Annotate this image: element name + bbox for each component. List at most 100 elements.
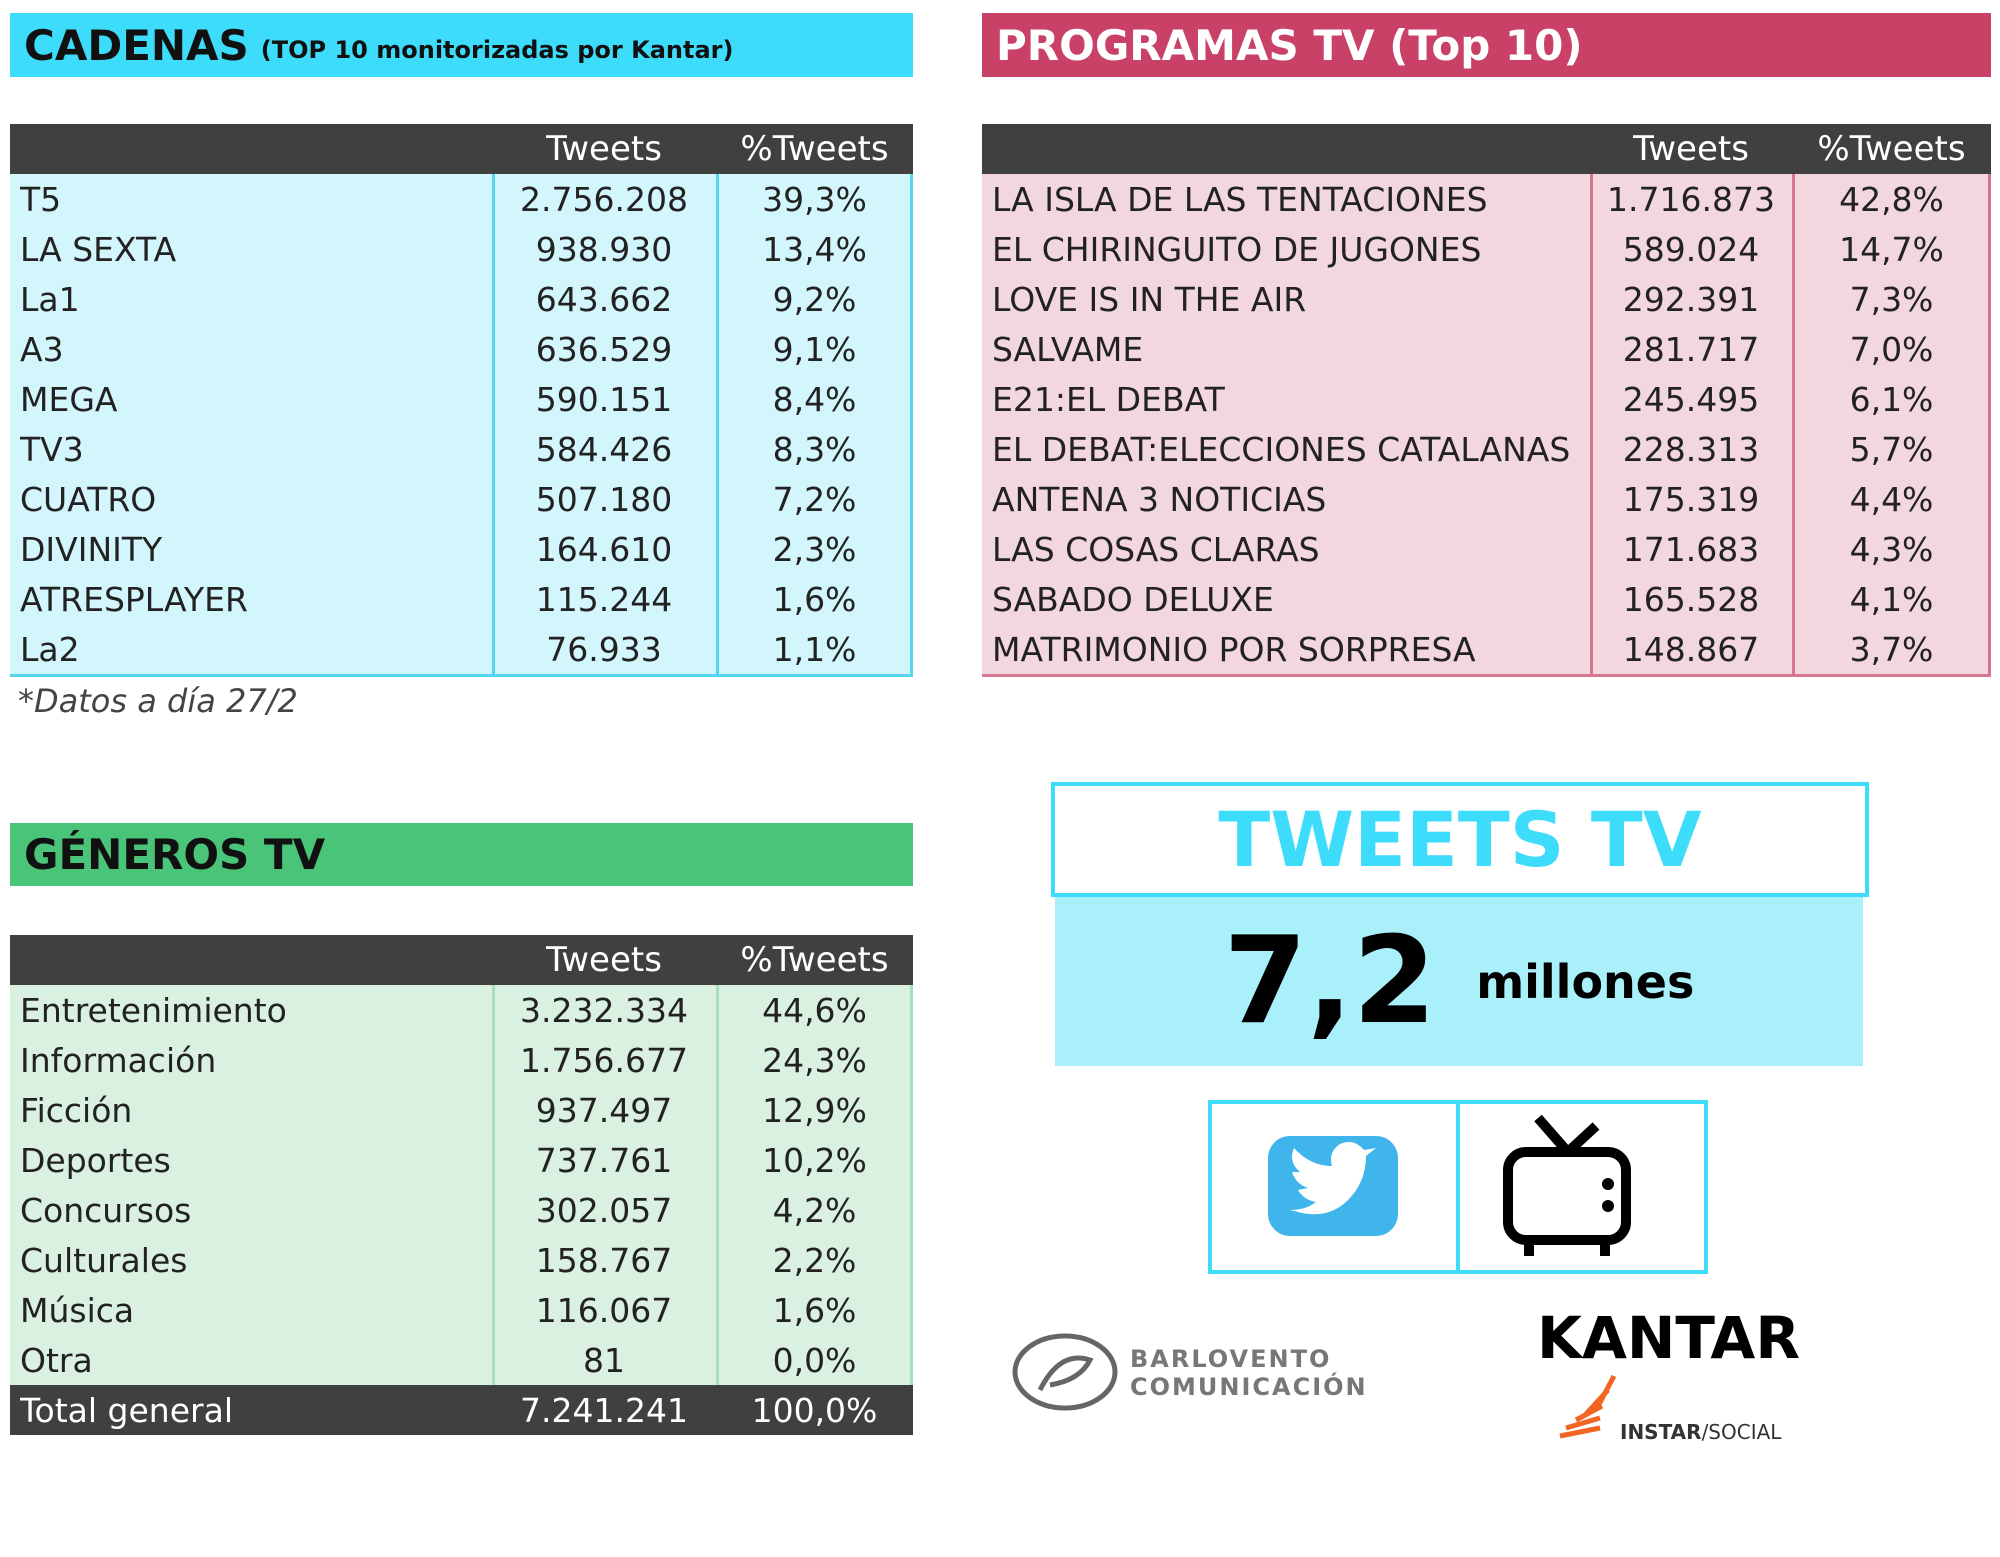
column-divider bbox=[1590, 174, 1593, 674]
percent-cell: 4,4% bbox=[1849, 479, 1934, 519]
instar-logo: INSTAR/SOCIAL bbox=[1620, 1420, 1781, 1444]
percent-cell: 12,9% bbox=[762, 1090, 867, 1130]
tweets-cell: 938.930 bbox=[535, 229, 673, 269]
tweets-cell: 589.024 bbox=[1622, 229, 1760, 269]
tweets-cell: 643.662 bbox=[535, 279, 673, 319]
row-label: CUATRO bbox=[20, 479, 157, 519]
column-header: Tweets bbox=[546, 129, 662, 169]
cadenas-subtitle: (TOP 10 monitorizadas por Kantar) bbox=[260, 36, 734, 64]
row-label: La1 bbox=[20, 279, 80, 319]
generos-header: GÉNEROS TV bbox=[10, 823, 913, 886]
barlovento-line: BARLOVENTO bbox=[1130, 1345, 1332, 1373]
percent-cell: 7,3% bbox=[1849, 279, 1934, 319]
tweets-cell: 175.319 bbox=[1622, 479, 1760, 519]
total-bg bbox=[10, 1385, 913, 1435]
row-label: Concursos bbox=[20, 1190, 192, 1230]
column-header: Tweets bbox=[1633, 129, 1749, 169]
tweets-cell: 116.067 bbox=[535, 1290, 673, 1330]
percent-cell: 44,6% bbox=[762, 990, 867, 1030]
tweets-cell: 164.610 bbox=[535, 529, 673, 569]
column-header: %Tweets bbox=[740, 129, 889, 169]
percent-cell: 2,2% bbox=[772, 1240, 857, 1280]
percent-cell: 39,3% bbox=[762, 179, 867, 219]
tweets-cell: 245.495 bbox=[1622, 379, 1760, 419]
column-divider bbox=[1792, 174, 1795, 674]
total-cell: Total general bbox=[20, 1390, 233, 1430]
percent-cell: 5,7% bbox=[1849, 429, 1934, 469]
row-label: EL DEBAT:ELECCIONES CATALANAS bbox=[992, 429, 1571, 469]
column-header: %Tweets bbox=[1817, 129, 1966, 169]
social-text: /SOCIAL bbox=[1701, 1420, 1782, 1444]
summary-box: 7,2 millones bbox=[1055, 897, 1863, 1066]
percent-cell: 4,3% bbox=[1849, 529, 1934, 569]
kantar-logo: KANTAR bbox=[1537, 1304, 1800, 1372]
tweets-cell: 292.391 bbox=[1622, 279, 1760, 319]
row-label: Deportes bbox=[20, 1140, 171, 1180]
row-label: LA ISLA DE LAS TENTACIONES bbox=[992, 179, 1488, 219]
percent-cell: 6,1% bbox=[1849, 379, 1934, 419]
percent-cell: 4,2% bbox=[772, 1190, 857, 1230]
note: *Datos a día 27/2 bbox=[18, 682, 298, 720]
column-divider bbox=[716, 174, 719, 674]
row-label: MATRIMONIO POR SORPRESA bbox=[992, 629, 1476, 669]
table-body bbox=[10, 174, 913, 677]
table-header-bg bbox=[982, 124, 1991, 174]
tweets-cell: 148.867 bbox=[1622, 629, 1760, 669]
table-header-bg bbox=[10, 124, 913, 174]
percent-cell: 42,8% bbox=[1839, 179, 1944, 219]
tweets-cell: 507.180 bbox=[535, 479, 673, 519]
tweets-cell: 302.057 bbox=[535, 1190, 673, 1230]
tweets-cell: 228.313 bbox=[1622, 429, 1760, 469]
column-divider bbox=[492, 174, 495, 674]
percent-cell: 0,0% bbox=[772, 1340, 857, 1380]
row-label: A3 bbox=[20, 329, 64, 369]
barlovento-text: BARLOVENTO COMUNICACIÓN bbox=[1130, 1345, 1368, 1401]
tweets-cell: 165.528 bbox=[1622, 579, 1760, 619]
icons bbox=[1208, 1100, 1708, 1274]
tweets-cell: 3.232.334 bbox=[520, 990, 688, 1030]
percent-cell: 1,6% bbox=[772, 579, 857, 619]
instar-mark bbox=[1559, 1374, 1617, 1439]
percent-cell: 14,7% bbox=[1839, 229, 1944, 269]
column-divider bbox=[716, 985, 719, 1385]
percent-cell: 1,6% bbox=[772, 1290, 857, 1330]
tv-icon bbox=[1503, 1114, 1631, 1245]
cadenas-title: CADENAS bbox=[24, 20, 249, 70]
total-cell: 100,0% bbox=[751, 1390, 878, 1430]
row-label: SABADO DELUXE bbox=[992, 579, 1274, 619]
percent-cell: 10,2% bbox=[762, 1140, 867, 1180]
row-label: EL CHIRINGUITO DE JUGONES bbox=[992, 229, 1482, 269]
tweets-cell: 737.761 bbox=[535, 1140, 673, 1180]
twitter-bird bbox=[1290, 1142, 1376, 1215]
tweets-cell: 81 bbox=[583, 1340, 625, 1380]
percent-cell: 2,3% bbox=[772, 529, 857, 569]
row-label: LOVE IS IN THE AIR bbox=[992, 279, 1307, 319]
row-label: LAS COSAS CLARAS bbox=[992, 529, 1320, 569]
tweets-cell: 76.933 bbox=[546, 629, 662, 669]
row-label: Otra bbox=[20, 1340, 93, 1380]
table-header-bg bbox=[10, 935, 913, 985]
barlovento-line: COMUNICACIÓN bbox=[1130, 1373, 1368, 1401]
column-header: %Tweets bbox=[740, 940, 889, 980]
row-label: LA SEXTA bbox=[20, 229, 177, 269]
row-label: La2 bbox=[20, 629, 80, 669]
summary-unit: millones bbox=[1476, 954, 1695, 1009]
table-body bbox=[982, 174, 1991, 677]
programas-title: PROGRAMAS TV (Top 10) bbox=[996, 20, 1583, 70]
column-header: Tweets bbox=[546, 940, 662, 980]
row-label: SALVAME bbox=[992, 329, 1144, 369]
percent-cell: 24,3% bbox=[762, 1040, 867, 1080]
column-divider bbox=[492, 985, 495, 1385]
percent-cell: 7,0% bbox=[1849, 329, 1934, 369]
tweets-cell: 171.683 bbox=[1622, 529, 1760, 569]
tweets-cell: 937.497 bbox=[535, 1090, 673, 1130]
tweets-cell: 590.151 bbox=[535, 379, 673, 419]
percent-cell: 3,7% bbox=[1849, 629, 1934, 669]
row-label: Información bbox=[20, 1040, 217, 1080]
tweets-cell: 281.717 bbox=[1622, 329, 1760, 369]
summary-title: TWEETS TV bbox=[1051, 782, 1869, 897]
row-label: ATRESPLAYER bbox=[20, 579, 248, 619]
percent-cell: 13,4% bbox=[762, 229, 867, 269]
percent-cell: 9,2% bbox=[772, 279, 857, 319]
